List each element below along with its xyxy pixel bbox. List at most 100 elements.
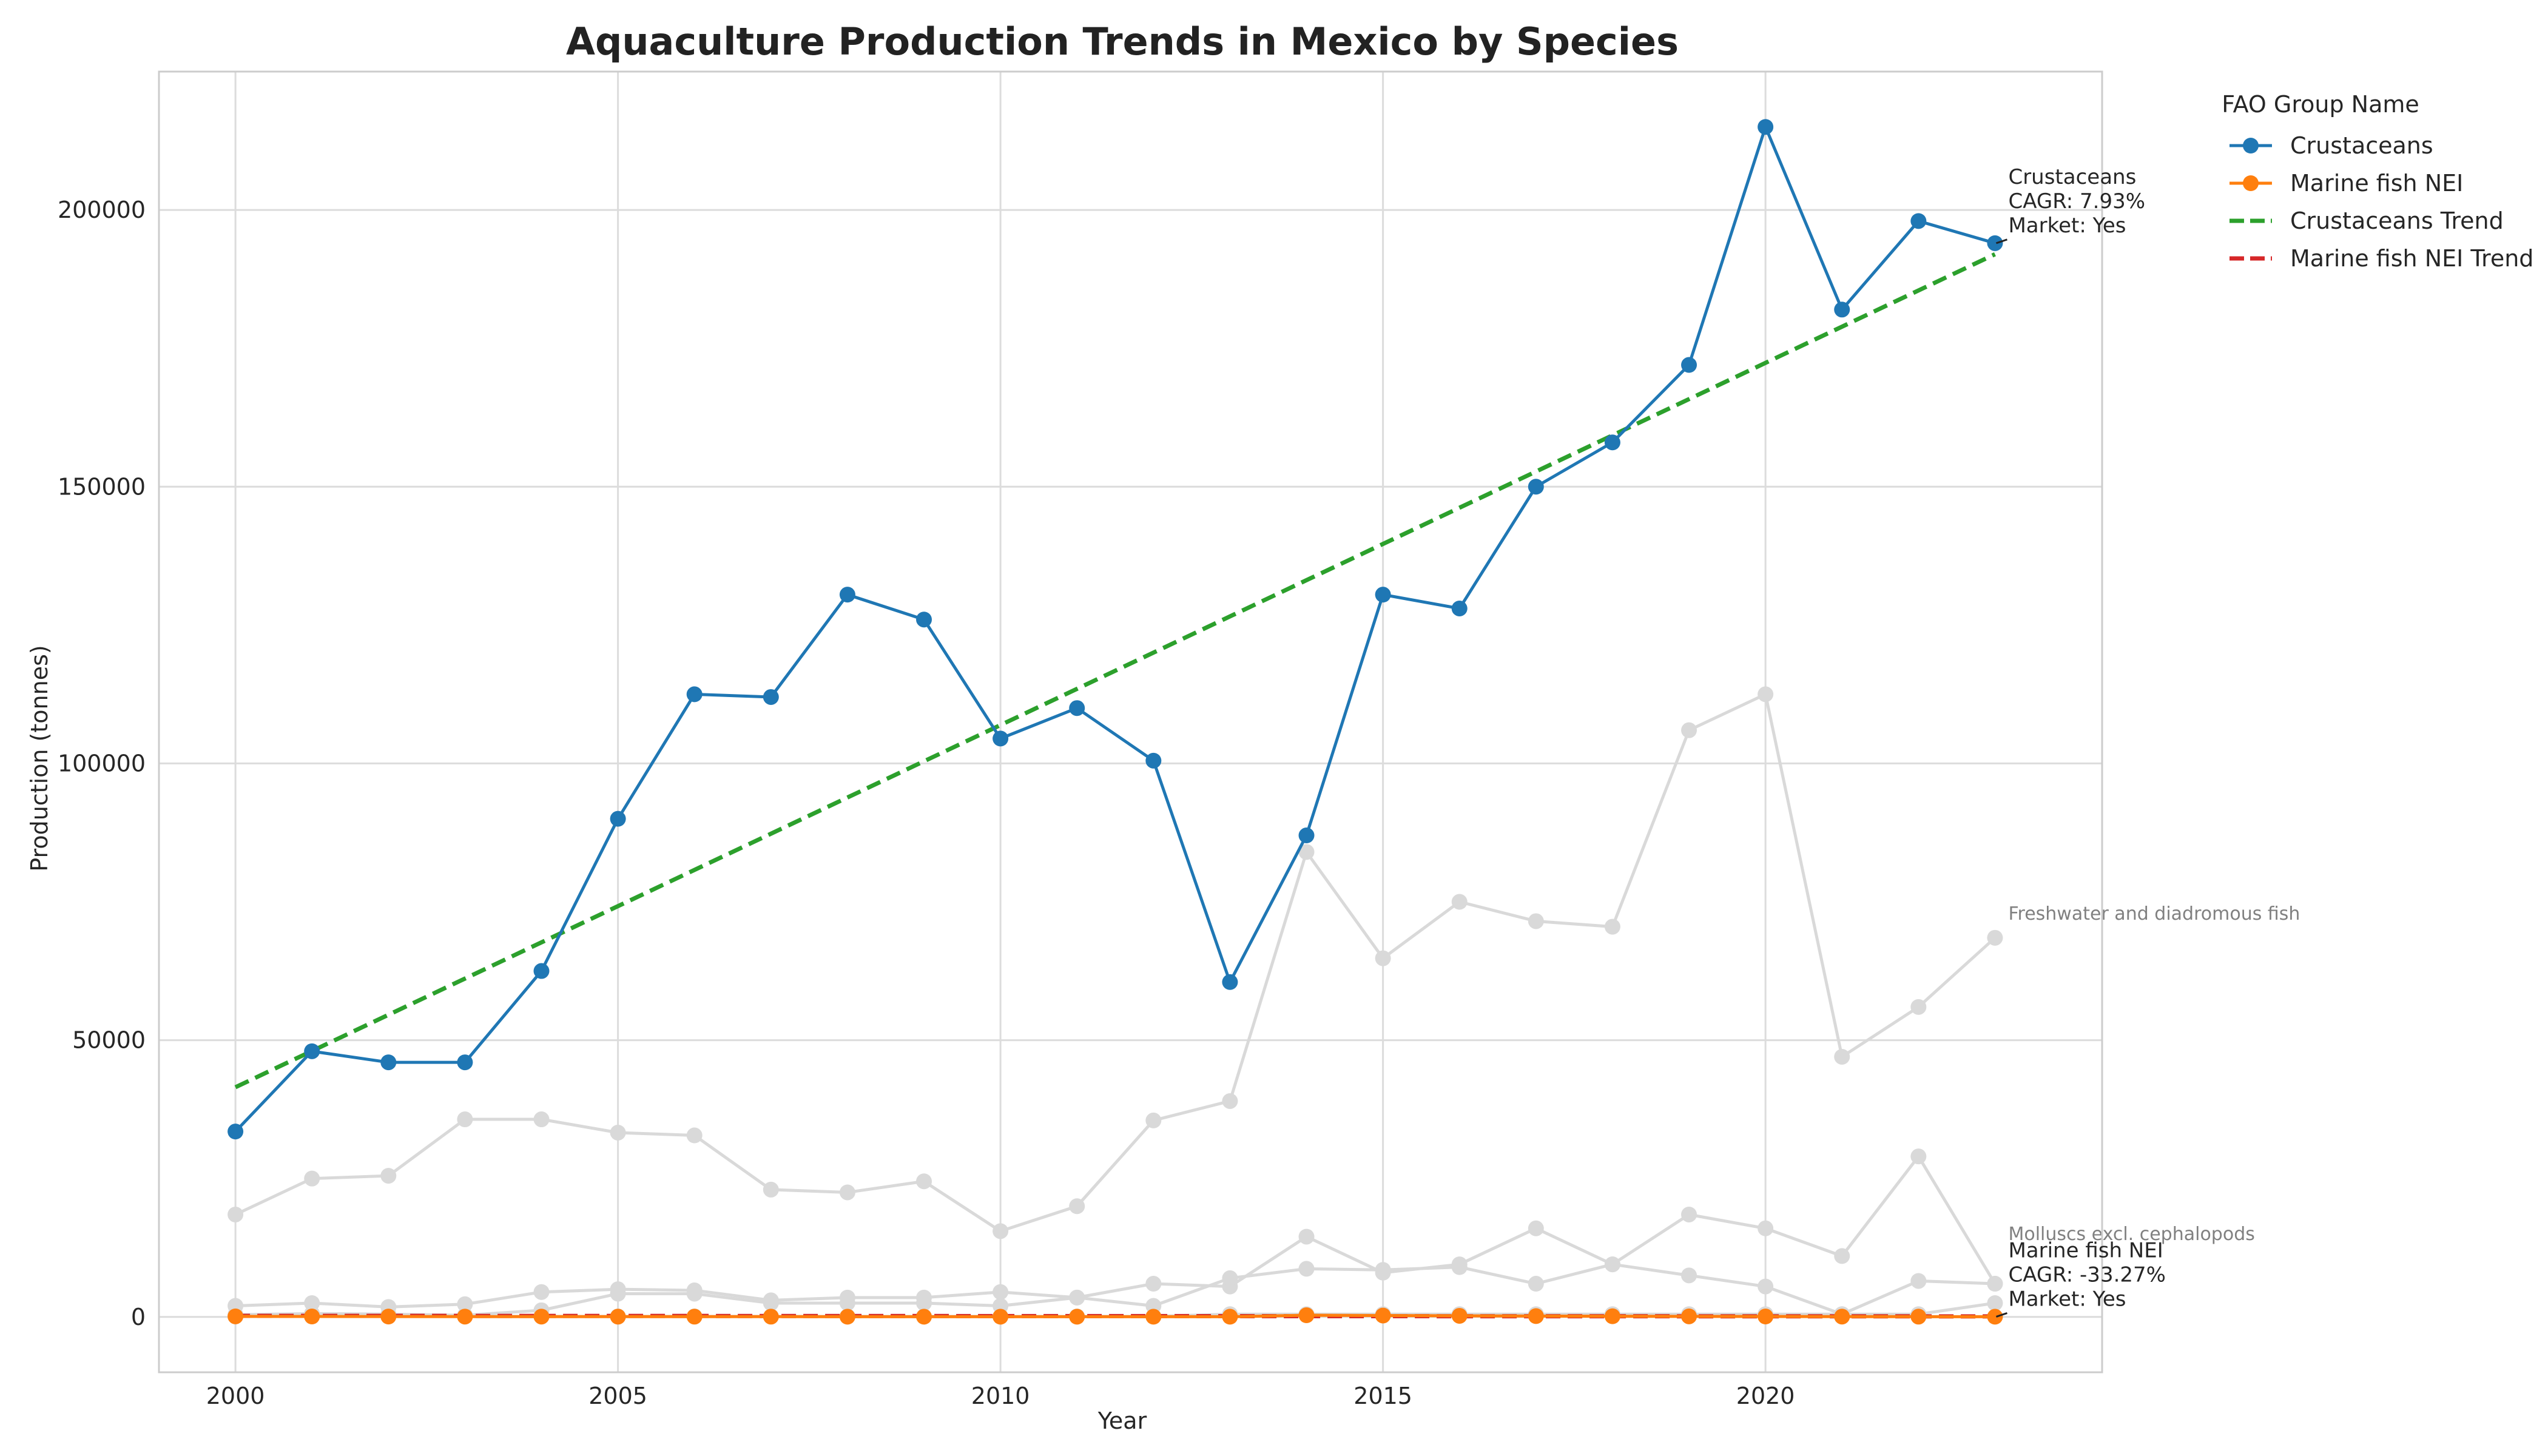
marine-fish-nei-point <box>380 1309 397 1325</box>
marine-fish-nei-point <box>686 1309 703 1325</box>
annotation-text: CAGR: -33.27% <box>2008 1262 2166 1287</box>
crustaceans-point <box>1681 357 1697 373</box>
x-tick-label: 2000 <box>206 1383 265 1409</box>
background-series-point <box>839 1295 855 1311</box>
background-series-point <box>686 1286 703 1302</box>
marine-fish-nei-line <box>235 1313 1995 1318</box>
x-tick-label: 2005 <box>588 1383 647 1409</box>
y-tick-label: 100000 <box>58 750 146 777</box>
x-tick-label: 2010 <box>971 1383 1030 1409</box>
crustaceans-point <box>1834 302 1850 318</box>
background-series-point <box>380 1168 397 1184</box>
background-series-point <box>839 1184 855 1201</box>
background-series-point <box>916 1295 932 1311</box>
background-series-point <box>1910 999 1927 1015</box>
background-series-point <box>533 1111 550 1128</box>
crustaceans-point <box>457 1054 473 1071</box>
background-series-point <box>1222 1270 1238 1286</box>
annotation-arrow <box>1995 238 2007 244</box>
marine-fish-nei-point <box>1834 1309 1850 1325</box>
background-series-point <box>1145 1276 1162 1292</box>
background-series-point <box>610 1286 626 1302</box>
background-series-point <box>1834 1048 1850 1065</box>
crustaceans-point <box>839 587 855 603</box>
crustaceans-point <box>916 612 932 628</box>
background-series-point <box>1604 1256 1620 1273</box>
marine-fish-nei-point <box>763 1309 779 1325</box>
marine-fish-nei-point <box>457 1309 473 1325</box>
y-tick-label: 150000 <box>58 473 146 500</box>
chart-title: Aquaculture Production Trends in Mexico … <box>566 19 1679 64</box>
crustaceans-point <box>610 811 626 827</box>
marine-fish-nei-point <box>1910 1309 1927 1325</box>
background-series-point <box>1987 929 2003 946</box>
legend-entry-crustaceans: Crustaceans <box>2230 132 2433 159</box>
crustaceans-trend-line <box>234 252 1996 1090</box>
marine-fish-nei-point <box>1604 1308 1620 1324</box>
marine-fish-nei-point <box>1528 1308 1544 1324</box>
legend-label: Marine fish NEI Trend <box>2290 245 2533 272</box>
y-tick-label: 200000 <box>58 197 146 223</box>
background-series-point <box>916 1173 932 1190</box>
legend-label: Marine fish NEI <box>2290 170 2463 197</box>
legend-entry-marine-fish-nei: Marine fish NEI <box>2230 170 2463 197</box>
background-series-point <box>993 1223 1009 1239</box>
background-series-point <box>1375 1262 1391 1278</box>
annotation-text: Market: Yes <box>2008 1287 2126 1311</box>
background-series-point <box>1987 1276 2003 1292</box>
background-series-point <box>1758 1278 1774 1295</box>
crustaceans-point <box>993 730 1009 747</box>
crustaceans-point <box>1604 434 1620 451</box>
legend-marker <box>2243 175 2259 191</box>
background-series-point <box>1758 686 1774 703</box>
legend-label: Crustaceans Trend <box>2290 207 2504 234</box>
annotation-text: Marine fish NEI <box>2008 1238 2163 1262</box>
background-series-point <box>1681 1206 1697 1222</box>
crustaceans-point <box>1222 974 1238 990</box>
marine-fish-nei-point <box>916 1309 932 1325</box>
crustaceans-point <box>763 689 779 705</box>
crustaceans-point <box>1298 827 1315 844</box>
legend: FAO Group Name Crustaceans Marine fish NEI… <box>2222 91 2533 272</box>
background-series-point <box>228 1206 244 1222</box>
background-series-point <box>686 1127 703 1144</box>
background-series-point <box>1298 1261 1315 1277</box>
marine-fish-nei-point <box>839 1309 855 1325</box>
marine-fish-nei-point <box>1298 1307 1315 1324</box>
crustaceans-point <box>380 1054 397 1071</box>
crustaceans-point <box>1069 700 1085 716</box>
background-series-point <box>457 1111 473 1128</box>
plot-frame <box>158 70 2103 1373</box>
x-axis-ticks: 2000 2005 2010 2015 2020 <box>206 1383 1795 1409</box>
x-axis-label: Year <box>1097 1407 1147 1434</box>
marine-fish-nei-point <box>1681 1308 1697 1324</box>
crustaceans-point <box>686 686 703 703</box>
marine-fish-nei-point <box>1451 1307 1468 1324</box>
background-series-point <box>1834 1248 1850 1264</box>
legend-marker <box>2243 138 2259 153</box>
background-series-point <box>1910 1148 1927 1165</box>
y-axis-ticks: 0 50000 100000 150000 200000 <box>58 197 146 1330</box>
background-series-point <box>1528 913 1544 929</box>
crustaceans-point <box>1451 600 1468 616</box>
background-series-point <box>610 1124 626 1141</box>
legend-label: Crustaceans <box>2290 132 2433 159</box>
x-tick-label: 2020 <box>1736 1383 1795 1409</box>
marine-fish-nei-point <box>1375 1307 1391 1324</box>
crustaceans-point <box>304 1043 320 1059</box>
background-series-point <box>533 1284 550 1300</box>
background-series-label: Freshwater and diadromous fish <box>2008 903 2300 925</box>
annotation-text: Market: Yes <box>2008 214 2126 238</box>
legend-entry-marine-fish-nei-trend: Marine fish NEI Trend <box>2230 245 2533 272</box>
crustaceans-point <box>1375 587 1391 603</box>
legend-title: FAO Group Name <box>2222 91 2419 118</box>
background-series-point <box>1298 1228 1315 1245</box>
background-series-point <box>763 1295 779 1311</box>
marine-fish-nei-point <box>1222 1309 1238 1325</box>
annotation-arrow <box>1995 1312 2007 1318</box>
crustaceans-point <box>1758 119 1774 135</box>
marine-fish-nei-point <box>1145 1309 1162 1325</box>
